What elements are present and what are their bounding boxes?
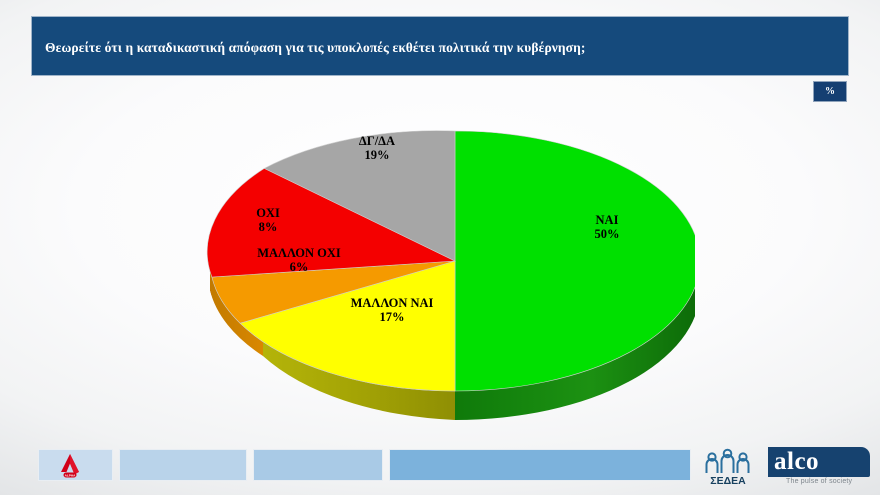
pie-side-nai <box>455 287 695 420</box>
page-title: Θεωρείτε ότι η καταδικαστική απόφαση για… <box>45 40 586 55</box>
alpha-logo-icon: ALPHA <box>61 454 79 478</box>
percent-unit-badge: % <box>813 81 847 102</box>
footer-band-3 <box>253 449 383 481</box>
pie-side-mallon-nai <box>263 327 455 420</box>
pie-slice-nai <box>454 130 695 392</box>
sedea-logo-icon: ΣΕΔΕΑ <box>705 448 750 487</box>
alco-logo-tagline: The pulse of society <box>786 478 853 485</box>
svg-text:ALPHA: ALPHA <box>65 473 76 477</box>
slide-title-bar: Θεωρείτε ότι η καταδικαστική απόφαση για… <box>31 16 849 76</box>
footer-bar: ALPHA <box>0 445 880 495</box>
pie-slice-oxi <box>206 168 457 278</box>
pie-slice-dgda <box>263 130 456 262</box>
footer-band-4 <box>389 449 691 481</box>
alco-logo: alco The pulse of society <box>768 447 870 489</box>
pie-chart-svg <box>206 130 695 420</box>
footer-band-2 <box>119 449 247 481</box>
percent-unit-label: % <box>825 85 835 97</box>
pie-chart: ΝΑΙ 50% ΜΑΛΛΟΝ ΝΑΙ 17% ΜΑΛΛΟΝ ΟΧΙ 6% ΟΧΙ… <box>195 100 695 430</box>
alco-logo-text: alco <box>774 448 820 475</box>
sedea-logo-text: ΣΕΔΕΑ <box>710 475 746 487</box>
pie-slice-mallon-nai-face <box>239 260 456 392</box>
alco-logo-box <box>768 447 870 477</box>
